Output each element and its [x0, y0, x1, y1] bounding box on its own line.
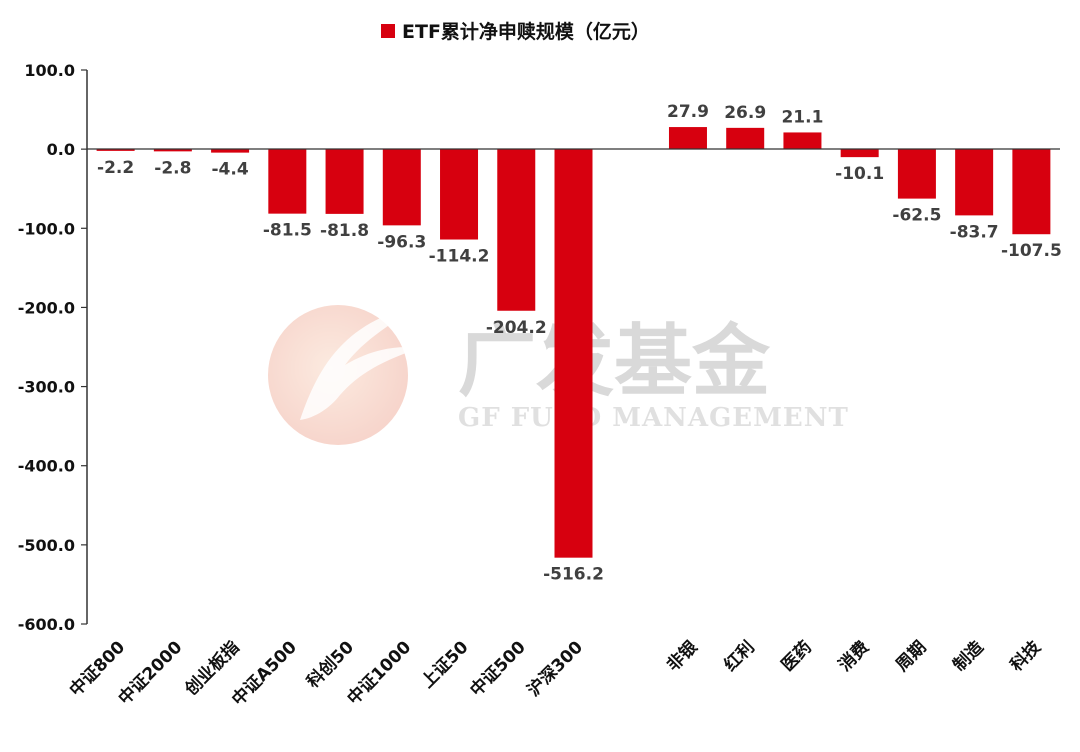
- data-labels: -2.2 -2.8 -4.4 -81.5 -81.8 -96.3-114.2 -204.2 -…: [97, 102, 1062, 585]
- data-label: -107.5: [1001, 241, 1062, 261]
- data-label: -114.2: [429, 247, 490, 267]
- category-label: 非银: [663, 636, 703, 676]
- legend-label: ETF累计净申赎规模（亿元）: [402, 20, 650, 43]
- data-label: -10.1: [835, 164, 884, 184]
- data-label: -83.7: [950, 222, 999, 242]
- category-label: 沪深300: [523, 637, 587, 701]
- data-label: -2.2: [97, 158, 134, 178]
- y-ticks: 100.0 0.0 -100.0 -200.0 -300.0 -400.0 -500.0 -6…: [18, 61, 87, 634]
- bar: [897, 149, 936, 199]
- bar: [382, 149, 421, 226]
- bar: [726, 127, 765, 150]
- y-tick-label: -200.0: [18, 298, 75, 317]
- y-tick-label: -300.0: [18, 378, 75, 397]
- y-tick-label: 0.0: [47, 140, 75, 159]
- data-label: -4.4: [212, 160, 249, 180]
- y-tick-label: 100.0: [24, 61, 75, 80]
- bar: [153, 149, 192, 152]
- y-tick-label: -600.0: [18, 615, 75, 634]
- bar: [96, 149, 135, 151]
- data-label: -2.8: [154, 158, 191, 178]
- category-label: 中证500: [466, 637, 530, 701]
- category-label: 红利: [720, 637, 759, 676]
- category-label: 科创50: [302, 637, 358, 693]
- data-label: -96.3: [377, 232, 426, 252]
- watermark: 广发基金 GF FUND MANAGEMENT: [268, 305, 849, 445]
- category-label: 上证50: [418, 637, 473, 692]
- bar: [668, 127, 707, 150]
- bar: [497, 149, 536, 311]
- watermark-cn: 广发基金: [458, 317, 771, 407]
- y-tick-label: -100.0: [18, 219, 75, 238]
- category-label: 科技: [1006, 636, 1046, 676]
- data-label: 21.1: [781, 107, 823, 127]
- data-label: -81.5: [263, 221, 312, 241]
- category-label: 消费: [834, 637, 873, 676]
- category-label: 医药: [777, 637, 816, 676]
- category-label: 制造: [949, 636, 989, 676]
- bar: [554, 149, 593, 558]
- y-tick-label: -400.0: [18, 457, 75, 476]
- watermark-logo: [268, 305, 420, 445]
- legend: ETF累计净申赎规模（亿元）: [381, 20, 650, 43]
- bar: [268, 149, 307, 214]
- bar: [840, 149, 879, 158]
- bar: [955, 149, 994, 216]
- data-label: -81.8: [320, 221, 369, 241]
- legend-swatch: [381, 24, 395, 38]
- watermark-en: GF FUND MANAGEMENT: [458, 403, 849, 433]
- data-label: -516.2: [543, 565, 604, 585]
- data-label: 26.9: [724, 103, 766, 123]
- data-label: -62.5: [892, 206, 941, 226]
- bar: [325, 149, 364, 214]
- data-label: -204.2: [486, 318, 547, 338]
- category-label: 周期: [892, 637, 930, 675]
- bar: [211, 149, 250, 153]
- data-label: 27.9: [667, 102, 709, 122]
- bar: [1012, 149, 1051, 235]
- bars: [96, 127, 1051, 558]
- bar: [783, 132, 822, 150]
- y-tick-label: -500.0: [18, 536, 75, 555]
- bar: [440, 149, 479, 240]
